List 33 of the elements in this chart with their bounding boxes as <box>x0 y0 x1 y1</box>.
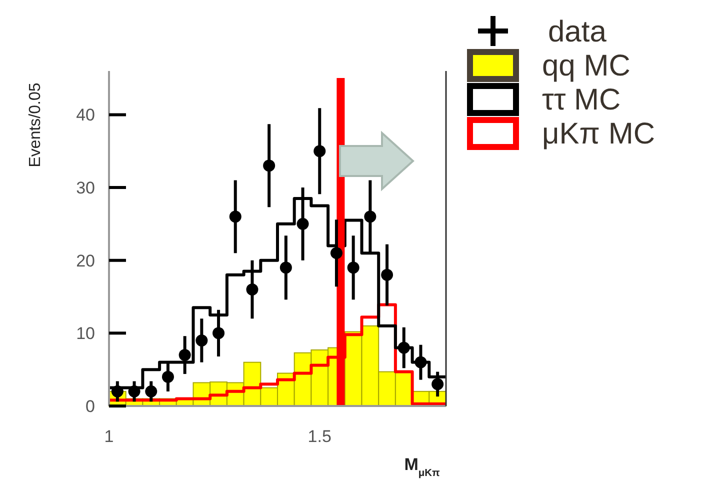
point <box>212 327 225 340</box>
point <box>111 385 124 398</box>
y-axis-title: Events/0.05 <box>27 82 44 168</box>
y-tick-label: 30 <box>76 178 95 198</box>
point <box>347 262 360 274</box>
point <box>296 218 309 230</box>
point <box>229 210 242 223</box>
x-tick-label: 1.5 <box>308 427 332 446</box>
legend-label: μKπ MC <box>542 118 655 150</box>
point <box>196 334 208 346</box>
legend-label: qq MC <box>542 50 630 82</box>
y-tick-label: 40 <box>76 106 95 125</box>
point <box>314 145 326 158</box>
y-tick-label: 10 <box>76 324 95 344</box>
point <box>145 385 158 398</box>
point <box>178 349 191 362</box>
point <box>263 160 276 172</box>
x-axis-title: M$_{μKπ}$ <box>404 455 440 478</box>
point <box>162 370 174 383</box>
point <box>128 385 140 398</box>
point <box>381 268 394 281</box>
y-tick-label: 0 <box>86 396 95 416</box>
point <box>364 210 376 223</box>
legend-label: data <box>548 16 607 48</box>
point <box>414 356 427 368</box>
point <box>398 342 410 354</box>
point <box>330 247 342 260</box>
point <box>280 262 292 274</box>
legend-label: ττ MC <box>542 84 621 116</box>
point <box>246 283 258 296</box>
x-tick-label: 1 <box>104 427 114 446</box>
y-tick-label: 20 <box>76 251 95 270</box>
point <box>432 378 444 390</box>
